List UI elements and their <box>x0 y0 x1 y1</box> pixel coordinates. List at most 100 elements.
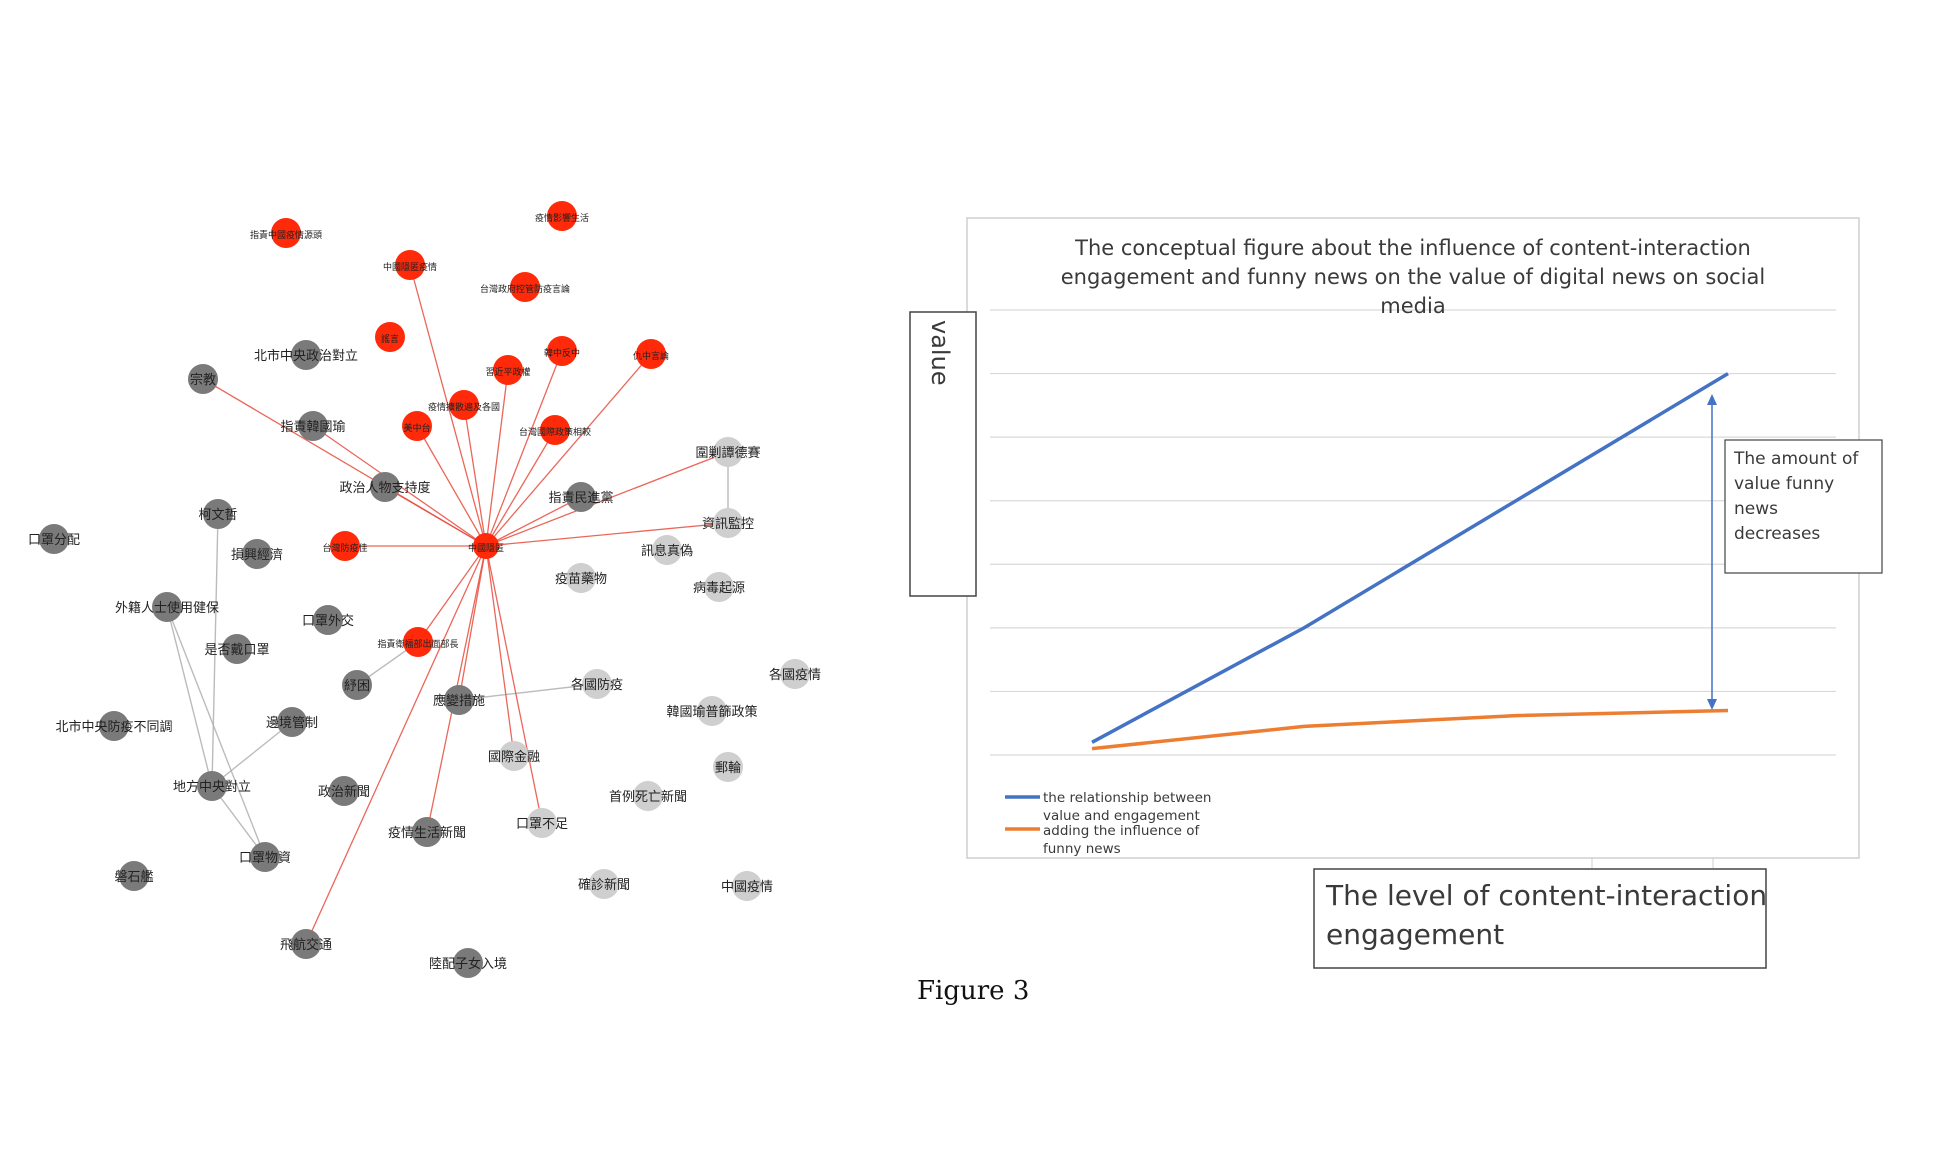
node-circle <box>527 808 557 838</box>
network-node: 飛航交通 <box>280 929 332 959</box>
network-node: 指責衛福部出面部長 <box>377 627 459 657</box>
network-node: 訊息真偽 <box>641 535 693 565</box>
node-label: 仇中言論 <box>633 350 669 362</box>
node-label: 訊息真偽 <box>641 543 693 559</box>
node-label: 謠言 <box>381 333 399 345</box>
node-circle <box>540 415 570 445</box>
node-circle <box>119 861 149 891</box>
node-circle <box>697 696 727 726</box>
red-edge <box>463 404 487 547</box>
series-line-engagement <box>1091 372 1729 744</box>
node-label: 政治新聞 <box>318 784 370 800</box>
node-circle <box>242 539 272 569</box>
node-label: 口罩物資 <box>239 851 291 866</box>
node-circle <box>402 411 432 441</box>
node-label: 各國疫情 <box>769 667 821 683</box>
node-label: 韓國瑜普篩政策 <box>666 704 757 720</box>
node-label: 中國隱匿 <box>468 542 504 554</box>
red-edge <box>202 378 487 547</box>
node-circle <box>582 669 612 699</box>
node-circle <box>566 482 596 512</box>
network-node: 口罩分配 <box>28 524 80 554</box>
node-label: 病毒起源 <box>693 581 745 596</box>
network-node: 圍剿譚德賽 <box>695 437 761 467</box>
network-node: 口罩不足 <box>516 808 568 838</box>
node-label: 紓困 <box>344 679 370 694</box>
node-label: 指責民進黨 <box>548 491 613 506</box>
node-circle <box>330 531 360 561</box>
network-node: 北市中央防疫不同調 <box>55 711 173 741</box>
network-node: 習近平政權 <box>485 355 531 385</box>
network-node: 國際金融 <box>488 741 540 771</box>
node-label: 疫情擴散遍及各國 <box>428 401 500 413</box>
network-node: 陸配子女入境 <box>429 948 507 978</box>
node-label: 口罩分配 <box>28 533 80 548</box>
node-circle <box>298 411 328 441</box>
node-label: 資訊監控 <box>702 516 754 532</box>
node-label: 北市中央防疫不同調 <box>55 719 172 735</box>
network-node: 損興經濟 <box>231 539 283 569</box>
node-circle <box>547 201 577 231</box>
network-node: 口罩外交 <box>302 605 354 635</box>
network-node: 美中台 <box>402 411 432 441</box>
ylabel-box <box>909 311 977 597</box>
node-circle <box>342 670 372 700</box>
network-node: 口罩物資 <box>239 842 291 872</box>
node-circle <box>188 364 218 394</box>
node-circle <box>732 871 762 901</box>
red-edge <box>485 369 509 547</box>
node-label: 指責中國疫情源頭 <box>250 229 322 241</box>
network-node: 宗教 <box>188 364 218 394</box>
node-circle <box>652 535 682 565</box>
node-circle <box>313 605 343 635</box>
node-label: 台灣防疫佳 <box>322 542 367 554</box>
red-edge <box>485 429 556 547</box>
network-node: 疫苗藥物 <box>555 563 607 593</box>
node-circle <box>713 508 743 538</box>
node-circle <box>633 781 663 811</box>
node-circle <box>589 869 619 899</box>
node-label: 各國防疫 <box>571 677 623 693</box>
node-circle <box>493 355 523 385</box>
network-node: 仇中言論 <box>633 339 669 369</box>
network-node: 謠言 <box>375 322 405 352</box>
node-label: 外籍人士使用健保 <box>115 600 219 616</box>
network-node: 疫情擴散遍及各國 <box>428 390 500 420</box>
node-circle <box>780 659 810 689</box>
annotation-line-4: decreases <box>1734 524 1820 544</box>
node-label: 確診新聞 <box>578 877 630 893</box>
red-edge <box>485 451 729 547</box>
network-node: 疫情生活新聞 <box>388 817 466 847</box>
network-node: 資訊監控 <box>702 508 754 538</box>
annotation-line-1: The amount of <box>1733 449 1859 469</box>
network-node: 紓困 <box>342 670 372 700</box>
node-circle <box>636 339 666 369</box>
chart-frame <box>966 217 1860 859</box>
node-circle <box>704 572 734 602</box>
node-circle <box>510 272 540 302</box>
ylabel: value <box>926 320 954 386</box>
series-line-funny-news <box>1091 708 1729 751</box>
network-node: 各國疫情 <box>769 659 821 689</box>
network-node: 韓中反中 <box>544 336 580 366</box>
legend-label-1a: the relationship between <box>1043 790 1211 806</box>
network-node: 首例死亡新聞 <box>609 781 687 811</box>
network-node: 確診新聞 <box>578 869 630 899</box>
node-label: 疫苗藥物 <box>555 571 607 587</box>
node-label: 損興經濟 <box>231 547 283 563</box>
node-circle <box>203 499 233 529</box>
node-label: 習近平政權 <box>485 366 530 378</box>
node-label: 飛航交通 <box>280 937 332 953</box>
network-node: 政治人物支持度 <box>339 472 431 502</box>
node-label: 地方中央對立 <box>173 779 251 795</box>
node-label: 郵輪 <box>715 760 741 776</box>
network-node: 台灣防疫佳 <box>322 531 368 561</box>
node-label: 疫情影響生活 <box>535 212 589 224</box>
node-label: 陸配子女入境 <box>429 956 507 972</box>
node-circle <box>449 390 479 420</box>
network-graph: 指責中國疫情源頭 疫情影響生活中國隱匿疫情台灣政府控管防疫言論謠言韓中反中習近平政… <box>28 201 821 978</box>
node-label: 邊境管制 <box>266 716 318 731</box>
node-label: 國際金融 <box>488 749 540 765</box>
node-circle <box>329 776 359 806</box>
network-node: 中國疫情 <box>721 871 773 901</box>
